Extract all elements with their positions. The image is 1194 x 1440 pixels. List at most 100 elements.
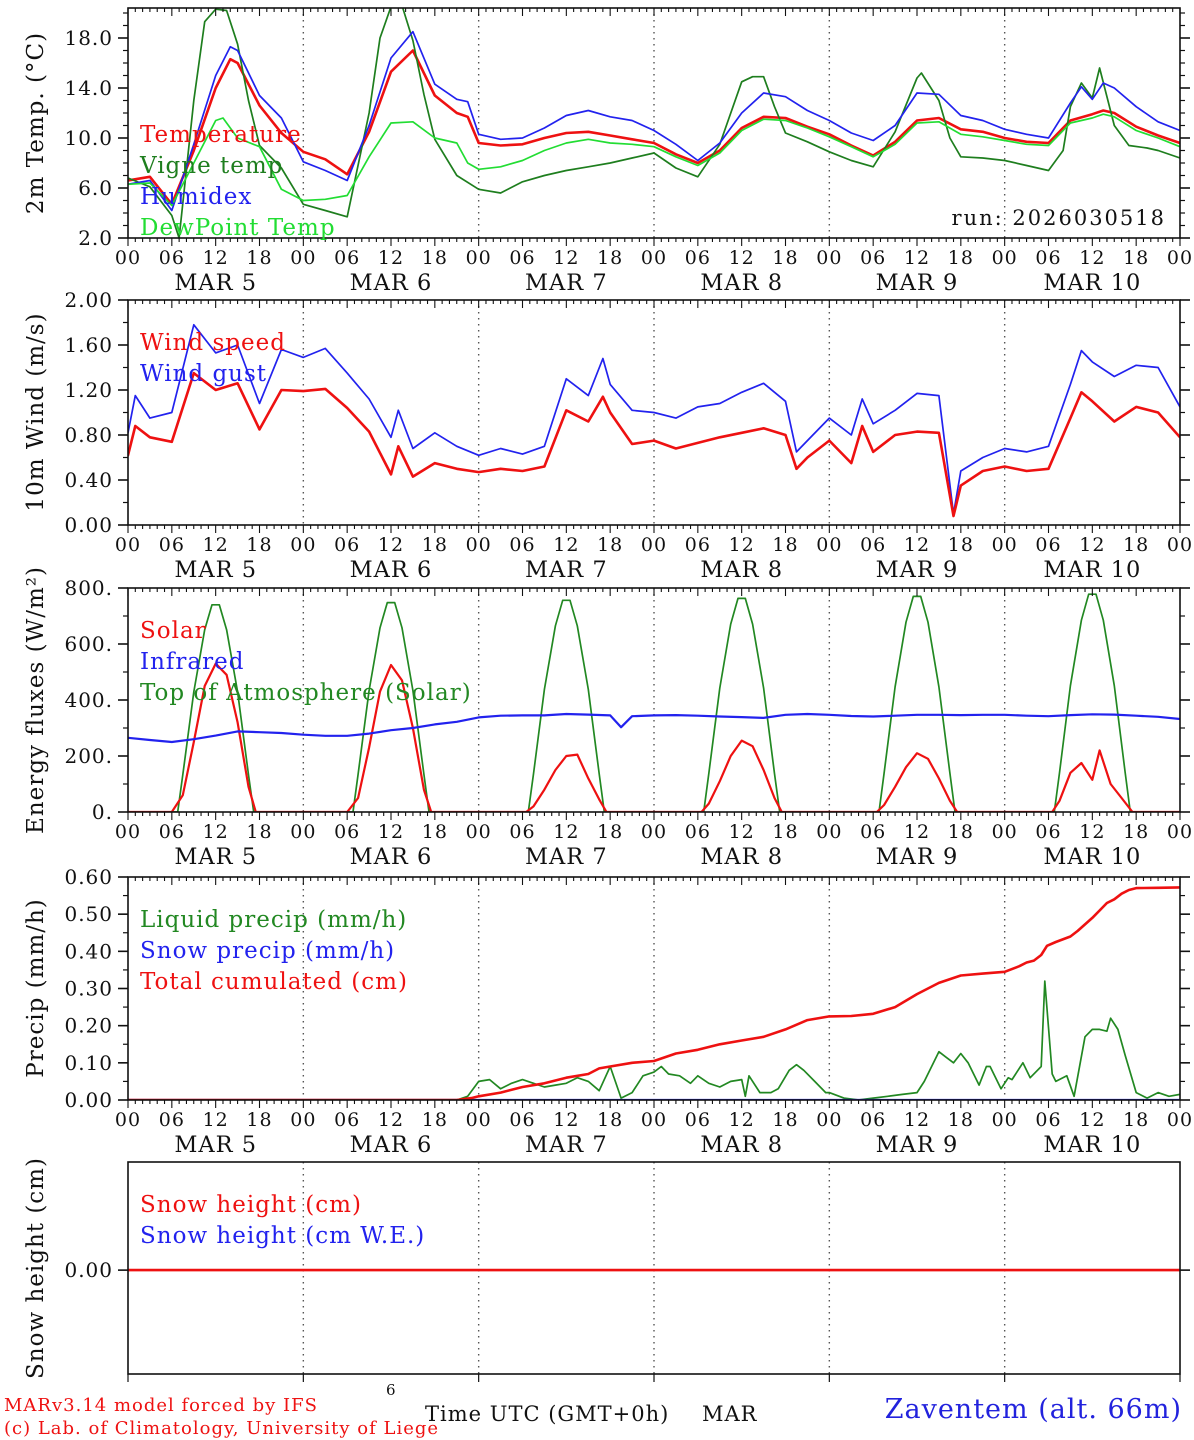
legend-item-temperature: Temperature: [140, 122, 302, 148]
svg-text:06: 06: [159, 534, 185, 556]
series-infrared: [128, 712, 1180, 744]
svg-text:12: 12: [553, 534, 579, 556]
svg-text:2.00: 2.00: [64, 288, 113, 312]
svg-text:12: 12: [1079, 247, 1105, 269]
temperature-panel: 2.0 6.0 10.0 14.0 18.0 00 06 12 18 00 06 12 18 00 06 12…: [64, 7, 1193, 296]
svg-text:14.0: 14.0: [64, 76, 113, 100]
svg-text:600.: 600.: [64, 632, 113, 656]
svg-text:00: 00: [641, 1109, 667, 1131]
legend-item-wind-speed: Wind speed: [140, 330, 286, 356]
svg-text:12: 12: [553, 247, 579, 269]
svg-text:06: 06: [509, 247, 535, 269]
svg-text:18: 18: [1123, 247, 1149, 269]
svg-text:MAR 8: MAR 8: [700, 270, 783, 296]
svg-text:12: 12: [378, 247, 404, 269]
svg-text:00: 00: [816, 821, 842, 843]
svg-text:00: 00: [641, 821, 667, 843]
footer-lab-credit: (c) Lab. of Climatology, University of L…: [4, 1418, 440, 1439]
svg-text:06: 06: [334, 821, 360, 843]
svg-text:00: 00: [115, 534, 141, 556]
svg-text:12: 12: [1079, 1109, 1105, 1131]
svg-text:MAR 8: MAR 8: [700, 1132, 783, 1158]
svg-text:18: 18: [1123, 821, 1149, 843]
svg-text:00: 00: [1167, 821, 1193, 843]
legend-item-dewpoint-temp: DewPoint Temp: [140, 215, 336, 241]
series-dewpoint-temp: [128, 113, 1180, 207]
svg-text:1.20: 1.20: [64, 378, 113, 402]
svg-text:MAR 10: MAR 10: [1043, 844, 1141, 870]
y-axis-title-snow-height: Snow height (cm): [23, 1157, 49, 1379]
svg-text:18: 18: [1123, 534, 1149, 556]
svg-text:12: 12: [729, 247, 755, 269]
svg-text:18: 18: [246, 821, 272, 843]
svg-text:06: 06: [509, 821, 535, 843]
svg-text:0.50: 0.50: [64, 902, 113, 926]
svg-text:12: 12: [203, 247, 229, 269]
svg-text:18: 18: [246, 534, 272, 556]
svg-text:06: 06: [509, 1109, 535, 1131]
svg-text:00: 00: [466, 1109, 492, 1131]
svg-text:00: 00: [1167, 1109, 1193, 1131]
svg-text:12: 12: [378, 1109, 404, 1131]
svg-text:18: 18: [246, 247, 272, 269]
svg-text:0.: 0.: [92, 800, 113, 824]
svg-text:400.: 400.: [64, 688, 113, 712]
svg-text:12: 12: [904, 247, 930, 269]
svg-text:12: 12: [904, 1109, 930, 1131]
svg-text:12: 12: [729, 821, 755, 843]
svg-text:12: 12: [378, 821, 404, 843]
legend-item-top-of-atmosphere: Top of Atmosphere (Solar): [140, 680, 472, 706]
svg-text:06: 06: [1035, 534, 1061, 556]
svg-text:18: 18: [772, 821, 798, 843]
svg-text:MAR 8: MAR 8: [700, 557, 783, 583]
svg-text:00: 00: [816, 1109, 842, 1131]
svg-text:00: 00: [466, 247, 492, 269]
svg-text:0.10: 0.10: [64, 1051, 113, 1075]
svg-text:12: 12: [203, 1109, 229, 1131]
svg-text:18: 18: [246, 1109, 272, 1131]
svg-text:00: 00: [290, 1109, 316, 1131]
svg-text:MAR 5: MAR 5: [174, 270, 257, 296]
page-number: 6: [386, 1381, 396, 1399]
svg-text:00: 00: [1167, 247, 1193, 269]
svg-text:MAR 6: MAR 6: [350, 557, 433, 583]
svg-text:00: 00: [1167, 534, 1193, 556]
svg-text:18: 18: [1123, 1109, 1149, 1131]
station-title: Zaventem (alt. 66m): [884, 1394, 1182, 1425]
svg-text:MAR 5: MAR 5: [174, 557, 257, 583]
svg-text:800.: 800.: [64, 576, 113, 600]
svg-text:06: 06: [334, 1109, 360, 1131]
svg-text:0.40: 0.40: [64, 468, 113, 492]
svg-text:MAR 9: MAR 9: [876, 270, 959, 296]
svg-text:MAR 7: MAR 7: [525, 1132, 608, 1158]
svg-text:12: 12: [1079, 534, 1105, 556]
svg-text:18: 18: [948, 247, 974, 269]
svg-text:MAR 9: MAR 9: [876, 557, 959, 583]
svg-text:00: 00: [992, 247, 1018, 269]
svg-text:18: 18: [422, 247, 448, 269]
series-total-cumulated-cm-: [128, 886, 1180, 1100]
svg-text:00: 00: [115, 247, 141, 269]
svg-text:MAR 5: MAR 5: [174, 1132, 257, 1158]
svg-text:18: 18: [597, 1109, 623, 1131]
svg-text:00: 00: [290, 821, 316, 843]
svg-text:00: 00: [466, 534, 492, 556]
svg-text:00: 00: [290, 534, 316, 556]
svg-text:10.0: 10.0: [64, 126, 113, 150]
legend-item-liquid-precip: Liquid precip (mm/h): [140, 907, 408, 933]
legend-precip-panel: Liquid precip (mm/h) Snow precip (mm/h) …: [140, 905, 408, 998]
series-humidex: [128, 30, 1180, 212]
precip-panel: 0.00 0.10 0.20 0.30 0.40 0.50 0.60 00 06 12 18 00 06…: [64, 865, 1193, 1158]
svg-text:12: 12: [553, 821, 579, 843]
svg-text:00: 00: [115, 1109, 141, 1131]
svg-text:MAR 10: MAR 10: [1043, 1132, 1141, 1158]
svg-text:00: 00: [992, 821, 1018, 843]
svg-text:06: 06: [1035, 247, 1061, 269]
legend-item-wind-gust: Wind gust: [140, 361, 268, 387]
legend-item-vigne-temp: Vigne temp: [140, 153, 284, 179]
series-wind-speed: [128, 371, 1180, 518]
svg-text:6.0: 6.0: [78, 176, 113, 200]
svg-text:0.40: 0.40: [64, 939, 113, 963]
svg-text:06: 06: [1035, 821, 1061, 843]
